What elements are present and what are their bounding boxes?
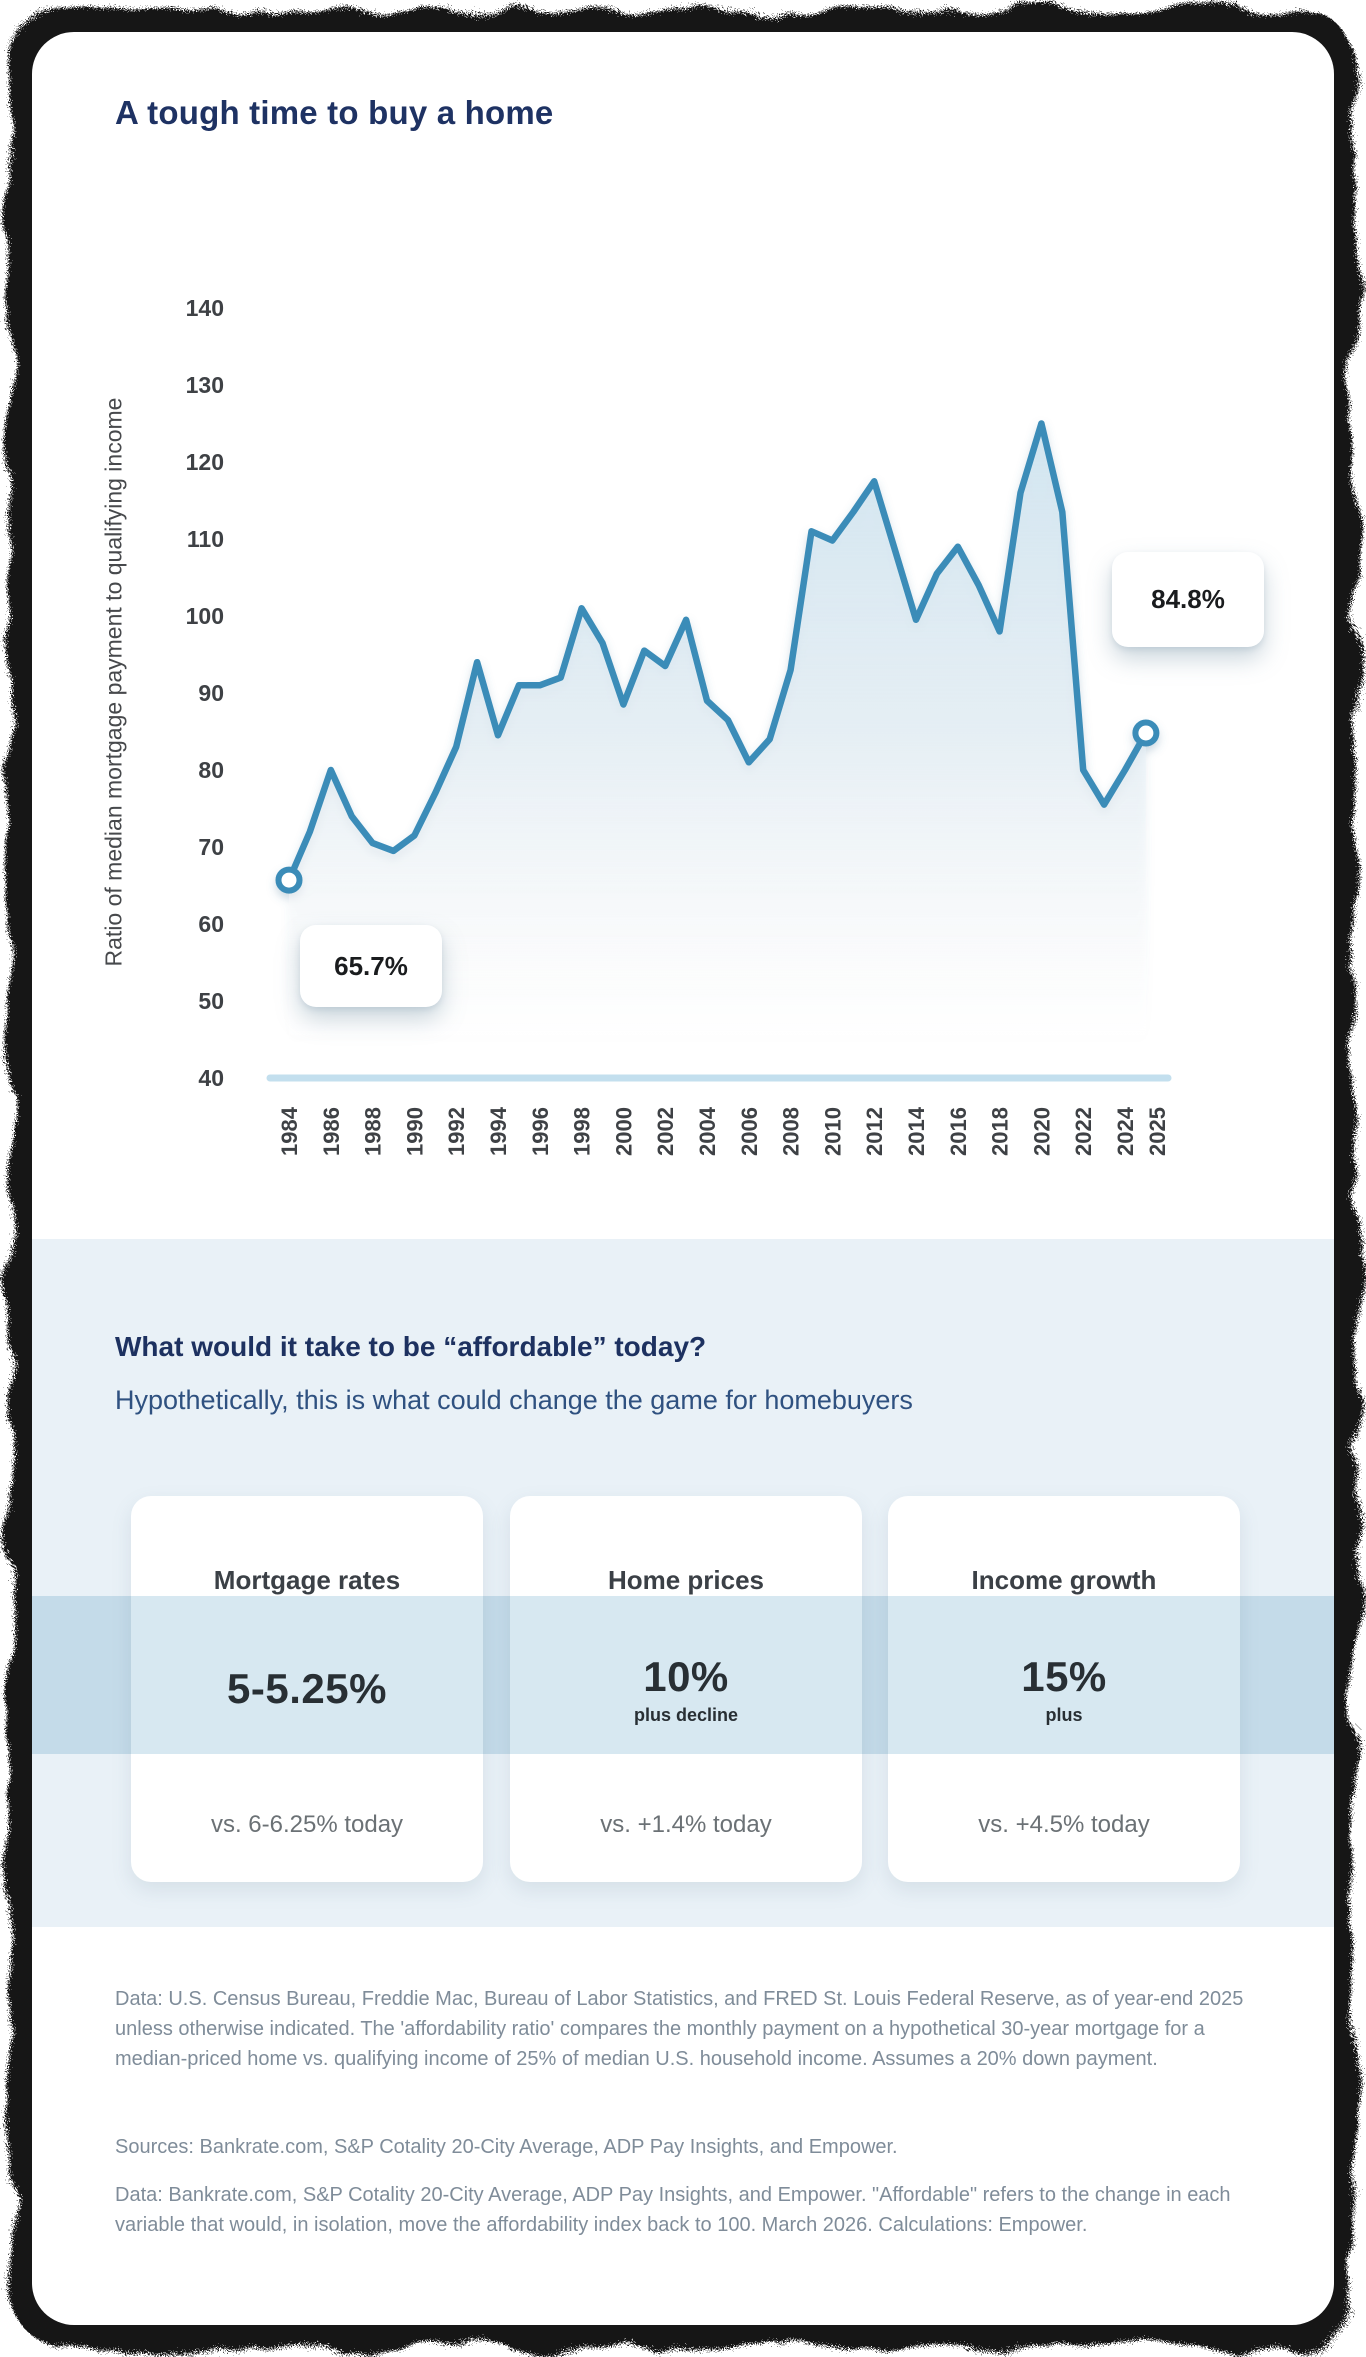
x-tick-label: 2010	[820, 1107, 845, 1156]
x-tick-label: 1992	[444, 1107, 469, 1156]
y-tick-label: 40	[198, 1065, 224, 1091]
card-today-value: vs. +4.5% today	[978, 1811, 1150, 1838]
y-tick-label: 90	[198, 680, 224, 706]
y-tick-label: 100	[186, 603, 224, 629]
end-value-callout: 84.8%	[1112, 552, 1264, 647]
affordable-section: What would it take to be “affordable” to…	[32, 1239, 1334, 1927]
card-home-prices: Home prices 10% plus decline vs. +1.4% t…	[510, 1496, 862, 1882]
y-tick-label: 70	[198, 834, 224, 860]
x-tick-label: 2002	[653, 1107, 678, 1156]
x-tick-label: 1996	[528, 1107, 553, 1156]
card-value: 5-5.25%	[227, 1665, 387, 1712]
y-tick-label: 130	[186, 372, 224, 398]
card-today-value: vs. 6-6.25% today	[210, 1811, 404, 1838]
footnote-methodology: Data: U.S. Census Bureau, Freddie Mac, B…	[115, 1988, 1244, 2070]
x-tick-label: 2006	[737, 1107, 762, 1156]
y-tick-label: 110	[187, 526, 224, 552]
trend-line	[285, 420, 1150, 884]
card-today-value: vs. +1.4% today	[600, 1811, 772, 1838]
x-tick-label: 1998	[570, 1107, 595, 1156]
x-tick-label: 2014	[904, 1106, 929, 1156]
start-value-label: 65.7%	[334, 950, 408, 981]
section-subheading: Hypothetically, this is what could chang…	[115, 1385, 913, 1415]
y-tick-label: 120	[186, 449, 224, 475]
footnote-sources: Sources: Bankrate.com, S&P Cotality 20-C…	[115, 2136, 898, 2158]
end-point-marker	[1132, 719, 1160, 747]
x-tick-label: 1986	[319, 1107, 344, 1156]
card-value-note: plus	[1045, 1704, 1083, 1725]
x-tick-label: 2000	[611, 1107, 636, 1156]
x-tick-label: 2018	[988, 1107, 1013, 1156]
card-value-note: plus decline	[633, 1704, 739, 1725]
x-tick-label: 1990	[402, 1107, 427, 1156]
section-heading: What would it take to be “affordable” to…	[115, 1331, 707, 1362]
card-income-growth: Income growth 15% plus vs. +4.5% today	[888, 1496, 1240, 1882]
start-value-callout: 65.7%	[300, 925, 442, 1007]
card-value: 10%	[643, 1652, 729, 1700]
y-tick-label: 50	[198, 988, 224, 1014]
card-title: Mortgage rates	[213, 1565, 401, 1595]
card-value: 15%	[1021, 1652, 1107, 1700]
x-tick-label: 2022	[1071, 1107, 1096, 1156]
x-tick-label: 1994	[486, 1106, 511, 1156]
x-tick-label: 2008	[779, 1107, 804, 1156]
affordability-chart-area: Ratio of median mortgage payment to qual…	[32, 32, 1334, 1202]
x-tick-label: 1984	[277, 1106, 302, 1156]
scenario-cards-row: Mortgage rates 5-5.25% vs. 6-6.25% today…	[32, 1496, 1334, 1882]
y-tick-label: 80	[198, 757, 224, 783]
x-tick-label: 2004	[695, 1106, 720, 1156]
card-title: Home prices	[607, 1565, 765, 1595]
x-tick-label: 2020	[1029, 1107, 1054, 1156]
content-card: A tough time to buy a home Ratio of medi…	[32, 32, 1334, 2325]
end-value-label: 84.8%	[1151, 584, 1225, 614]
x-tick-label: 1988	[361, 1107, 386, 1156]
start-point-marker	[275, 866, 303, 894]
x-tick-label: 2012	[862, 1107, 887, 1156]
card-title: Income growth	[971, 1565, 1157, 1595]
y-tick-label: 140	[186, 295, 224, 321]
x-tick-label: 2024	[1113, 1106, 1138, 1156]
x-tick-label: 2016	[946, 1107, 971, 1156]
y-tick-label: 60	[198, 911, 224, 937]
x-tick-label: 2025	[1145, 1107, 1170, 1156]
footnote-affordable-definition: Data: Bankrate.com, S&P Cotality 20-City…	[115, 2184, 1231, 2236]
card-mortgage-rates: Mortgage rates 5-5.25% vs. 6-6.25% today	[131, 1496, 483, 1882]
affordability-chart: 140 130 120 110 100 90 80 70 60 50 40 1984 1986 1988 1…	[186, 295, 1172, 1156]
page-title: A tough time to buy a home	[115, 94, 554, 131]
